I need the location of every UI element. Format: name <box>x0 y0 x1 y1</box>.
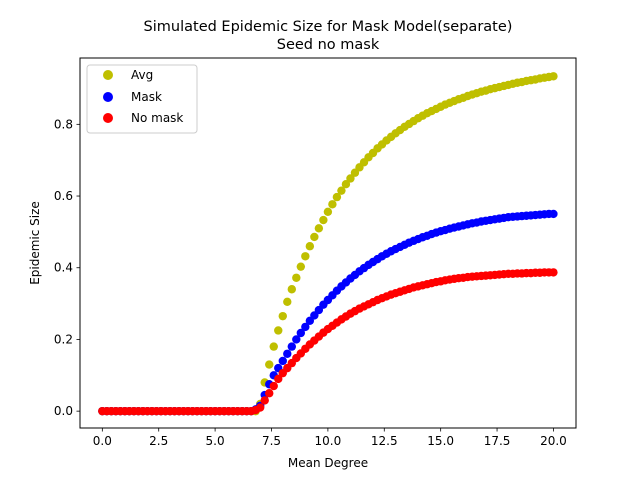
chart-title: Simulated Epidemic Size for Mask Model(s… <box>144 19 513 35</box>
x-tick-label: 5.0 <box>206 434 225 448</box>
data-point <box>256 403 265 412</box>
data-point <box>549 209 558 219</box>
x-tick-label: 15.0 <box>427 434 454 448</box>
legend-marker-avg <box>103 70 113 80</box>
y-tick-label: 0.4 <box>54 261 73 275</box>
chart-subtitle: Seed no mask <box>277 37 380 53</box>
x-tick-label: 0.0 <box>93 434 112 448</box>
y-axis-title: Epidemic Size <box>28 201 42 285</box>
data-point <box>346 174 355 183</box>
data-point <box>260 396 269 405</box>
data-point <box>323 207 333 217</box>
data-point <box>332 192 342 202</box>
x-tick-label: 7.5 <box>262 434 281 448</box>
data-point <box>265 389 274 398</box>
legend-marker-mask <box>103 92 113 102</box>
data-point <box>278 311 287 321</box>
legend-marker-no-mask <box>103 113 113 123</box>
data-point <box>314 224 324 233</box>
data-point <box>283 297 292 306</box>
data-point <box>274 374 283 384</box>
data-point <box>292 273 301 282</box>
data-point <box>269 381 278 391</box>
legend-label-no-mask: No mask <box>131 111 183 125</box>
legend-label-avg: Avg <box>131 68 153 82</box>
data-point <box>310 232 319 242</box>
legend: Avg Mask No mask <box>86 64 198 134</box>
data-point <box>278 356 287 366</box>
data-point <box>292 335 301 344</box>
data-point <box>269 342 278 351</box>
data-point <box>287 285 296 294</box>
data-point <box>328 200 337 209</box>
x-tick-label: 20.0 <box>540 434 567 448</box>
data-point <box>301 252 310 261</box>
series-layer <box>98 72 558 416</box>
plot-area: 0.0 2.5 5.0 7.5 10.0 12.5 15.0 17.5 20.0 0.00.20… <box>54 57 577 448</box>
x-axis-title: Mean Degree <box>288 456 368 470</box>
legend-label-mask: Mask <box>131 90 162 104</box>
data-point <box>274 326 283 335</box>
x-tick-label: 17.5 <box>484 434 511 448</box>
x-tick-label: 12.5 <box>371 434 398 448</box>
data-point <box>296 328 306 338</box>
data-point <box>305 242 315 251</box>
data-point <box>287 342 296 351</box>
y-tick-label: 0.6 <box>54 189 73 203</box>
data-point <box>265 360 274 369</box>
x-tick-label: 2.5 <box>149 434 168 448</box>
y-tick-label: 0.8 <box>54 117 73 131</box>
x-axis: 0.0 2.5 5.0 7.5 10.0 12.5 15.0 17.5 20.0 <box>93 428 567 448</box>
data-point <box>319 215 328 225</box>
x-tick-label: 10.0 <box>315 434 342 448</box>
series-no-mask <box>98 268 558 416</box>
y-tick-label: 0.2 <box>54 332 73 346</box>
data-point <box>337 186 346 195</box>
data-point <box>301 322 310 332</box>
data-point <box>283 349 292 358</box>
legend-box <box>86 64 198 134</box>
data-point <box>296 262 306 271</box>
data-point <box>341 180 351 189</box>
y-tick-label: 0.0 <box>54 404 73 418</box>
y-axis: 0.0 0.2 0.4 0.6 0.8 <box>54 117 80 418</box>
data-point <box>549 72 558 81</box>
data-point <box>549 268 558 277</box>
